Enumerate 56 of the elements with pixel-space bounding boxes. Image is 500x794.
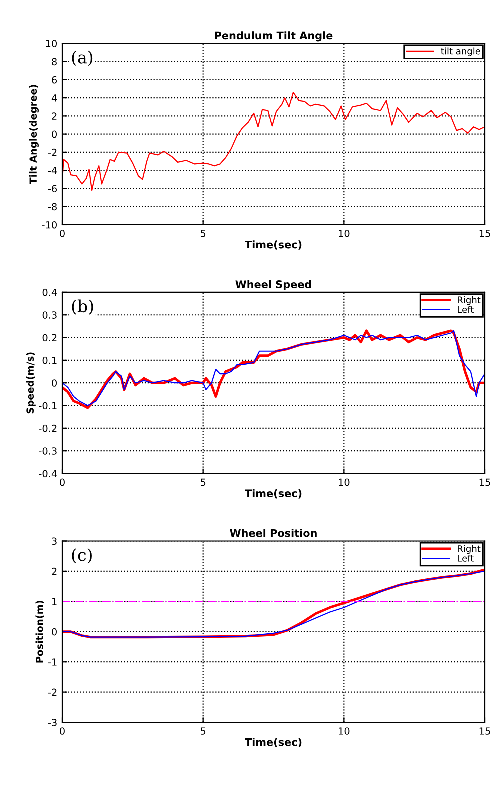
legend-label: Left [458,554,474,562]
y-tick-label: -6 [48,185,58,193]
x-axis-title: Time(sec) [245,738,302,748]
chart-title: Wheel Position [230,529,317,538]
annotation: (a) [72,50,93,66]
y-tick-label: 0 [52,130,57,138]
y-tick-label: 0.1 [42,356,57,364]
annotation: (c) [72,548,92,564]
y-axis-title: Speed(m/s) [26,352,36,414]
x-axis-title: Time(sec) [245,489,302,499]
y-tick-label: 4 [52,94,58,102]
annotation: (b) [72,300,94,315]
y-tick-label: 6 [52,76,58,84]
x-tick-label: 15 [480,478,490,486]
y-tick-label: 0.3 [42,312,57,319]
y-tick-label: 3 [52,538,57,546]
y-tick-label: -3 [48,719,57,726]
chart-title: Wheel Speed [236,280,312,290]
y-tick-label: -0.1 [39,402,57,410]
x-tick-label: 10 [339,478,350,486]
y-axis-title: Tilt Angle(degree) [29,85,39,184]
y-tick-label: 0 [52,380,57,387]
y-tick-label: 0.4 [42,288,58,296]
x-tick-label: 15 [480,230,490,238]
y-tick-label: 2 [52,112,57,120]
y-tick-label: 8 [52,58,57,66]
legend-label: Right [458,296,481,306]
legend-label: Left [458,306,474,314]
x-tick-label: 0 [60,478,65,486]
y-tick-label: -1 [48,658,57,666]
y-tick-label: 0 [52,628,57,636]
y-tick-label: -4 [48,167,58,174]
x-tick-label: 10 [339,230,350,238]
y-tick-label: 10 [46,40,57,48]
x-tick-label: 0 [60,728,65,735]
x-tick-label: 0 [60,230,65,238]
y-axis-title: Position(m) [36,600,44,663]
y-tick-label: -0.4 [39,470,58,478]
x-tick-label: 5 [200,728,206,735]
x-axis-title: Time(sec) [245,240,302,250]
y-tick-label: 0.2 [42,334,57,342]
y-tick-label: -10 [42,221,57,229]
x-tick-label: 15 [480,728,490,735]
y-tick-label: -0.2 [39,424,57,432]
x-tick-label: 10 [339,728,350,735]
x-tick-label: 5 [200,478,206,486]
legend-label: Right [458,545,481,554]
y-tick-label: 1 [52,598,57,606]
y-tick-label: -2 [48,688,57,696]
x-tick-label: 5 [200,230,206,238]
legend-label: tilt angle [441,48,480,56]
y-tick-label: 2 [52,568,57,576]
y-tick-label: -0.3 [39,448,57,455]
y-tick-label: -2 [48,148,57,156]
chart-title: Pendulum Tilt Angle [215,32,333,42]
y-tick-label: -8 [48,203,57,211]
